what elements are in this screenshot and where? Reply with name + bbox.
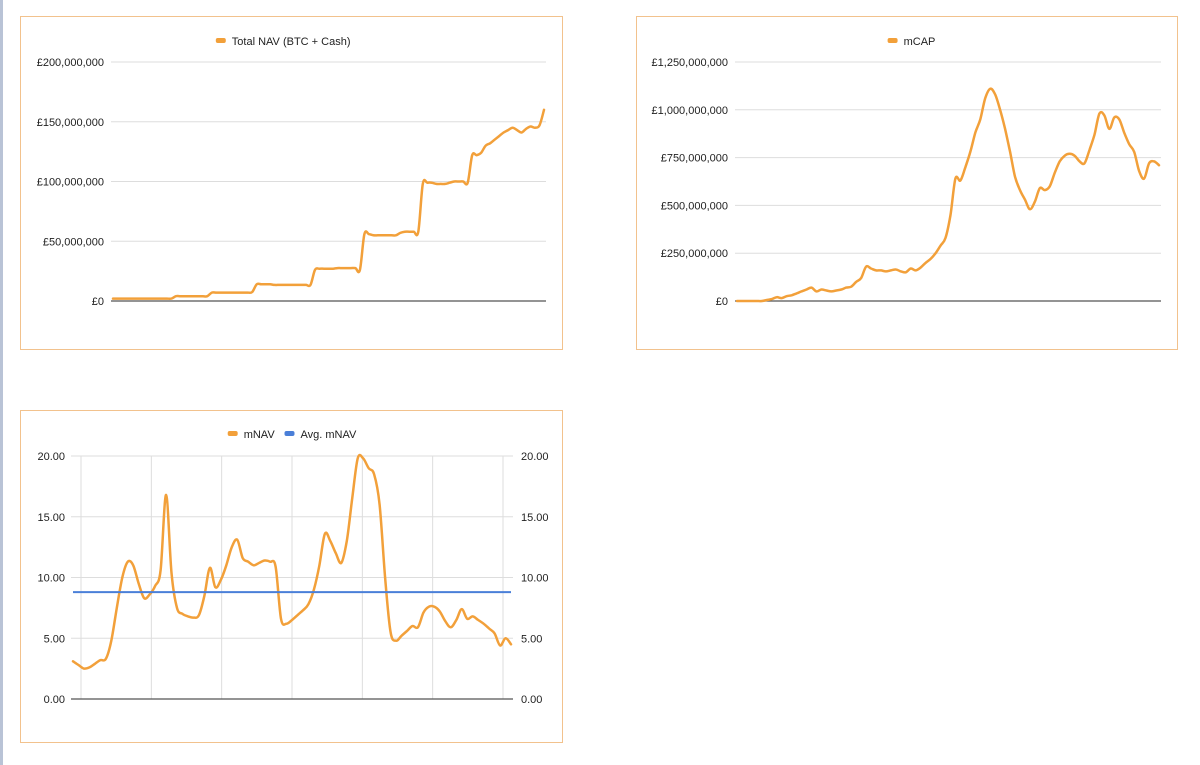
- y-right-tick-label: 15.00: [521, 512, 549, 524]
- y-tick-label: £0: [92, 296, 104, 308]
- legend-swatch: [887, 38, 898, 43]
- legend-item[interactable]: mCAP: [887, 36, 936, 48]
- total-nav-chart-svg: £0 £50,000,000 £100,000,000 £150,000,000 £20…: [37, 36, 546, 308]
- mcap-chart[interactable]: £0 £250,000,000 £500,000,000 £750,000,000 £1…: [636, 16, 1178, 350]
- legend-label: Total NAV (BTC + Cash): [232, 36, 351, 48]
- legend-label: mCAP: [904, 36, 936, 48]
- y-tick-label: £250,000,000: [661, 248, 728, 260]
- y-tick-label: 15.00: [37, 512, 65, 524]
- y-tick-label: £50,000,000: [43, 236, 104, 248]
- y-tick-label: £500,000,000: [661, 200, 728, 212]
- mcap-chart-svg: £0 £250,000,000 £500,000,000 £750,000,000 £1…: [652, 36, 1161, 308]
- y-tick-label: 0.00: [44, 694, 65, 706]
- mnav-chart-svg: 0.00 5.00 10.00 15.00 20.00 0.00 5.00 10.00 15.0…: [37, 429, 549, 706]
- y-tick-label: 5.00: [44, 633, 65, 645]
- y-tick-label: £0: [716, 296, 728, 308]
- legend-swatch: [284, 431, 295, 436]
- y-right-tick-label: 0.00: [521, 694, 542, 706]
- y-tick-label: £1,250,000,000: [652, 57, 728, 69]
- spreadsheet-left-edge: [0, 0, 3, 765]
- legend-swatch: [227, 431, 238, 436]
- y-tick-label: £100,000,000: [37, 177, 104, 189]
- y-tick-label: £200,000,000: [37, 57, 104, 69]
- legend-label: Avg. mNAV: [301, 429, 357, 441]
- legend-item[interactable]: Avg. mNAV: [284, 429, 357, 441]
- legend-item[interactable]: mNAV: [227, 429, 276, 441]
- y-tick-label: £750,000,000: [661, 153, 728, 165]
- y-tick-label: £1,000,000,000: [652, 105, 728, 117]
- mnav-chart[interactable]: 0.00 5.00 10.00 15.00 20.00 0.00 5.00 10.00 15.0…: [20, 410, 563, 743]
- y-right-tick-label: 10.00: [521, 573, 549, 585]
- legend-label: mNAV: [244, 429, 276, 441]
- y-tick-label: 20.00: [37, 451, 65, 463]
- legend-swatch: [215, 38, 226, 43]
- y-right-tick-label: 5.00: [521, 633, 542, 645]
- y-tick-label: £150,000,000: [37, 117, 104, 129]
- y-right-tick-label: 20.00: [521, 451, 549, 463]
- legend-item[interactable]: Total NAV (BTC + Cash): [215, 36, 351, 48]
- total-nav-chart[interactable]: £0 £50,000,000 £100,000,000 £150,000,000 £20…: [20, 16, 563, 350]
- y-tick-label: 10.00: [37, 573, 65, 585]
- series-line-1: [111, 108, 546, 301]
- series-line-1: [735, 87, 1161, 303]
- series-line-1: [71, 453, 513, 670]
